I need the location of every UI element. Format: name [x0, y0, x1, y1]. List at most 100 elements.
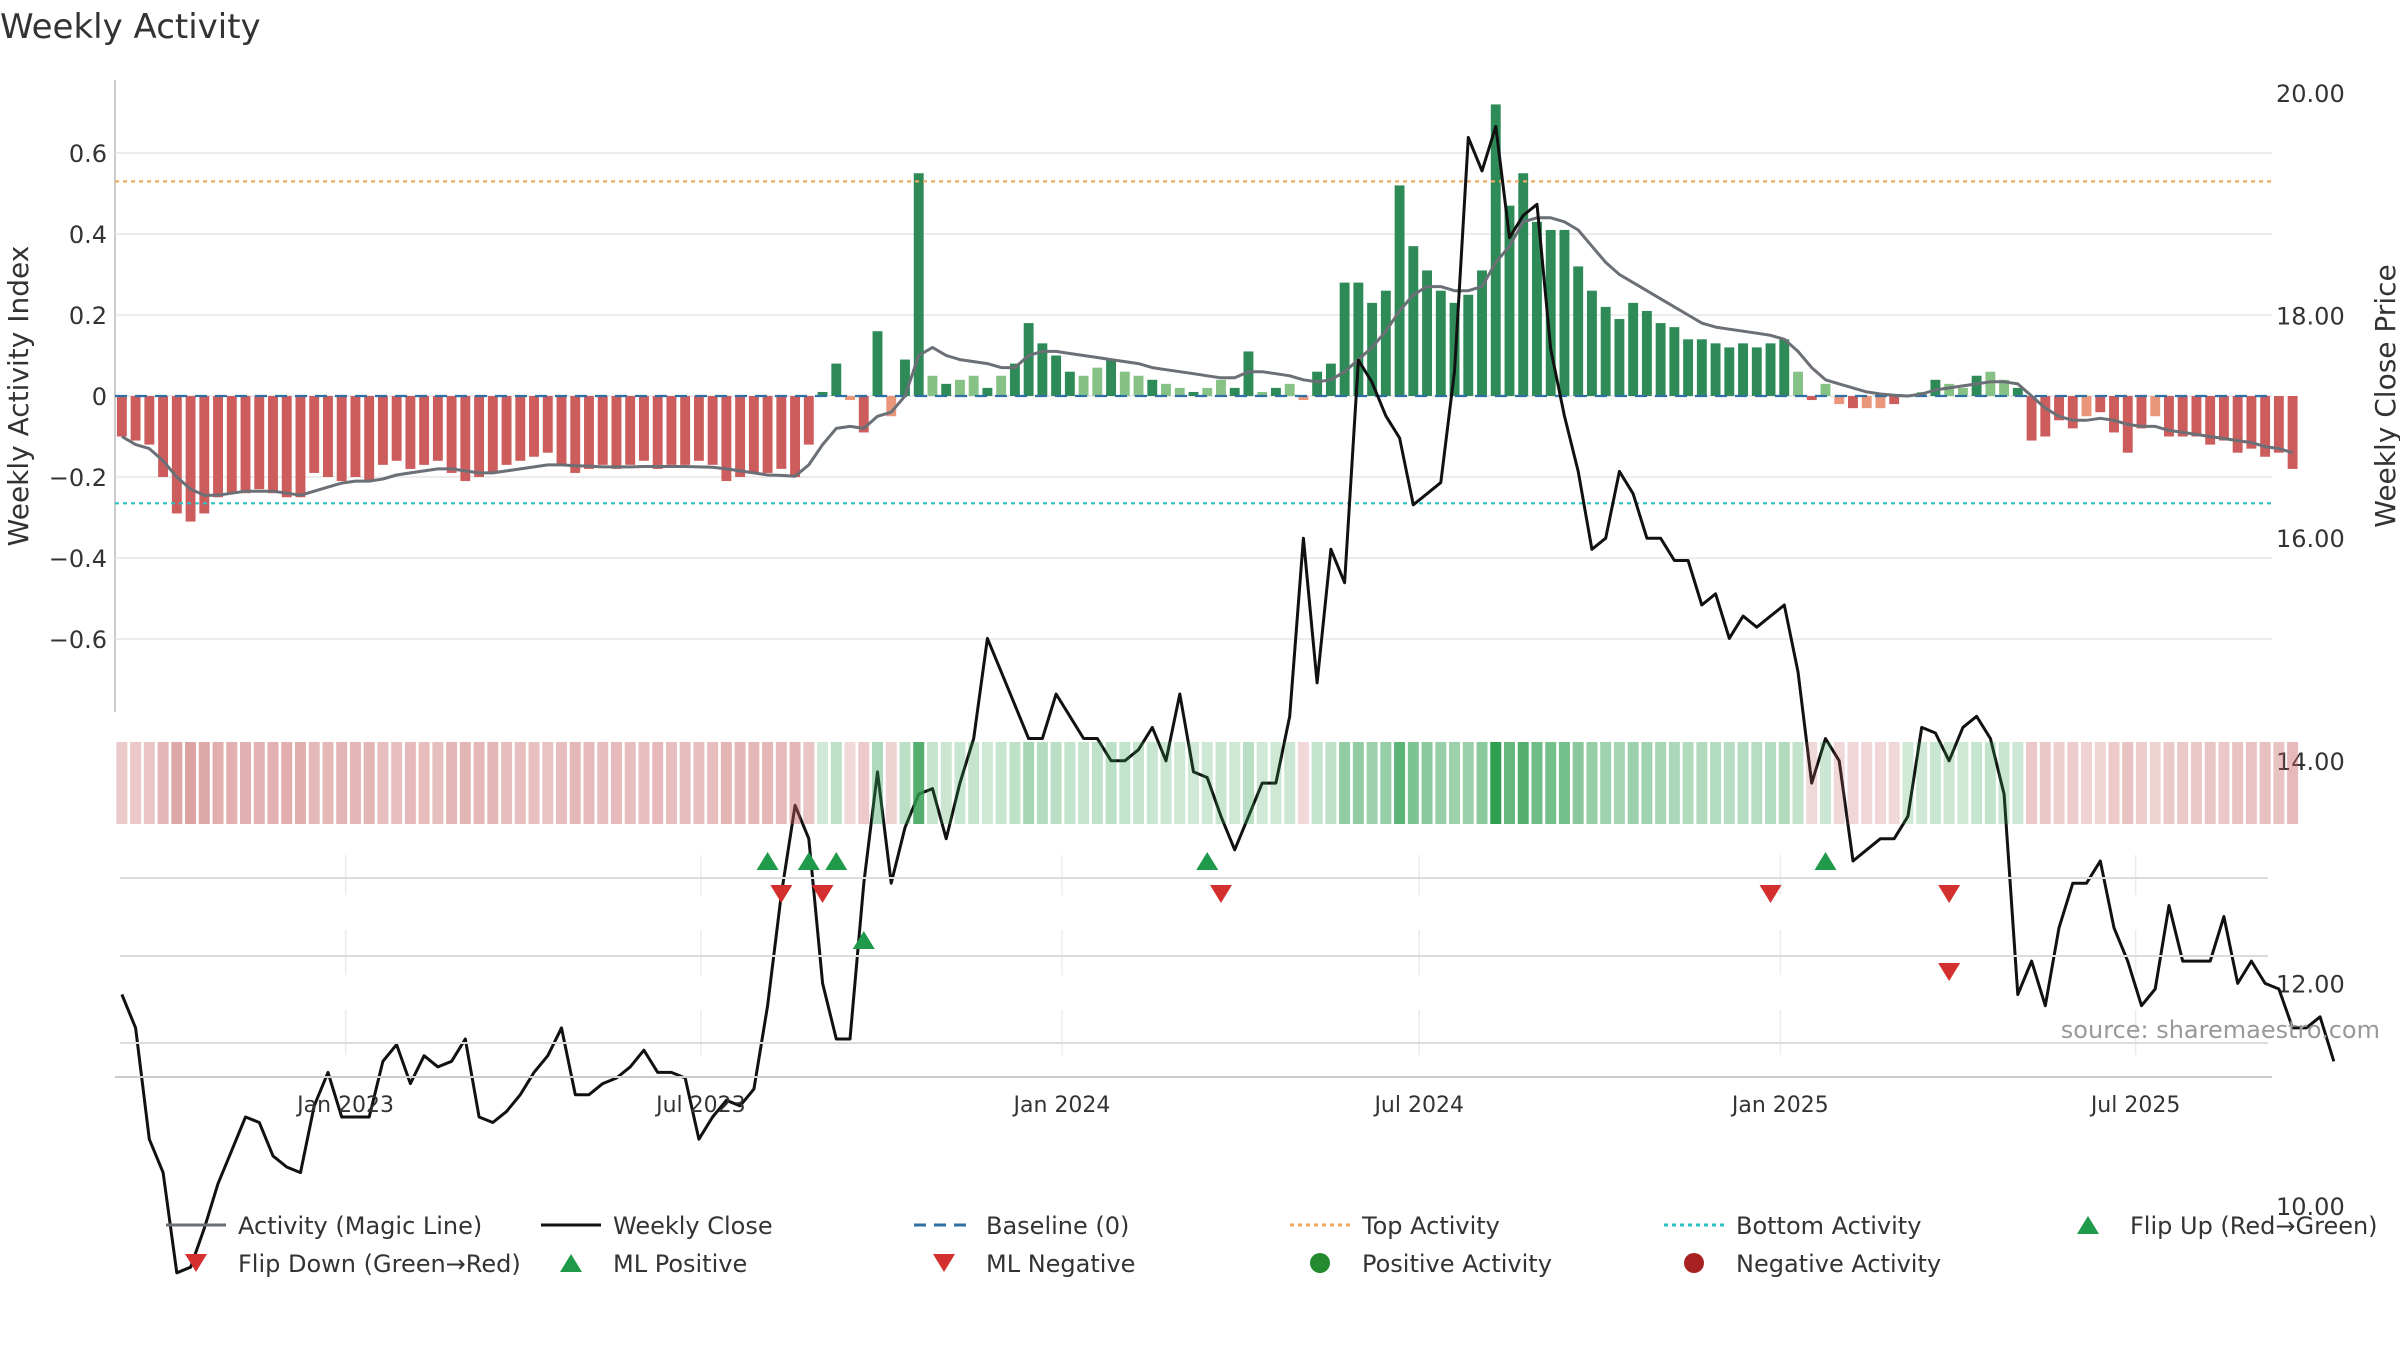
legend-label: Bottom Activity [1736, 1212, 1921, 1240]
heat-cell [968, 742, 980, 824]
flip-down-marker [770, 885, 793, 903]
left-tick-label: −0.2 [49, 464, 107, 492]
heat-cell [349, 742, 361, 824]
activity-bar [1133, 375, 1144, 396]
activity-bar [377, 396, 388, 465]
heat-cell [446, 742, 458, 824]
legend: Activity (Magic Line) Weekly Close Baselin… [166, 1212, 2378, 1278]
heat-cell [1270, 742, 1282, 824]
activity-bar [1985, 371, 1996, 396]
activity-bar [2164, 396, 2174, 437]
activity-bar [2273, 396, 2284, 453]
heat-cell [1861, 742, 1873, 824]
activity-bar [1298, 396, 1309, 401]
activity-bar [1806, 396, 1817, 401]
heat-cell [995, 742, 1007, 824]
activity-bar [1793, 371, 1803, 396]
heat-cell [1558, 742, 1570, 824]
heat-cell [679, 742, 691, 824]
left-tick-label: −0.4 [49, 545, 107, 573]
activity-bar [831, 363, 842, 396]
activity-bar [748, 396, 759, 473]
heat-cell [1462, 742, 1474, 824]
activity-bar [803, 396, 814, 445]
x-tick-label: Jul 2024 [1372, 1093, 1464, 1118]
left-axis-ticks: 0.6 0.4 0.2 0 −0.2 −0.4 −0.6 [49, 140, 107, 654]
activity-bar [144, 396, 155, 445]
activity-bar [1765, 343, 1776, 396]
activity-bar [1532, 221, 1542, 396]
series-lines [120, 124, 2336, 1275]
heat-cell [1449, 742, 1461, 824]
heat-cell [2273, 742, 2285, 824]
heat-cell [1091, 742, 1103, 824]
heat-cell [418, 742, 430, 824]
activity-bar [171, 396, 182, 514]
heat-cell [157, 742, 169, 824]
heat-cell [1105, 742, 1117, 824]
activity-bar [1435, 290, 1446, 396]
heat-cell [1600, 742, 1612, 824]
activity-bar [432, 396, 443, 461]
heat-cell [1476, 742, 1488, 824]
heat-cell [1943, 742, 1955, 824]
heat-cell [2245, 742, 2257, 824]
legend-swatch [1684, 1253, 1704, 1273]
heat-cell [1146, 742, 1158, 824]
activity-bar [268, 396, 278, 494]
activity-bar [1009, 363, 1020, 396]
heat-cell [1160, 742, 1172, 824]
activity-bar [2081, 396, 2092, 417]
activity-bar [199, 396, 210, 514]
activity-bar [1119, 371, 1130, 396]
activity-bar [954, 379, 965, 396]
activity-bar [1600, 306, 1611, 396]
activity-bar [845, 396, 855, 401]
activity-bar [254, 396, 265, 490]
heat-cell [514, 742, 526, 824]
activity-bar [1999, 379, 2010, 396]
activity-bar [913, 173, 924, 396]
activity-bar [968, 375, 979, 396]
activity-bar [872, 331, 883, 396]
heat-cell [226, 742, 238, 824]
heat-cell [2149, 742, 2161, 824]
heat-cell [1682, 742, 1694, 824]
heat-cell [2218, 742, 2230, 824]
heat-cell [1531, 742, 1543, 824]
activity-bar [2177, 396, 2188, 437]
heat-cell [308, 742, 320, 824]
heat-cell [336, 742, 348, 824]
heat-cell [1696, 742, 1708, 824]
heat-cell [1366, 742, 1378, 824]
heat-cell [844, 742, 856, 824]
activity-bar [1614, 319, 1625, 396]
heat-cell [1394, 742, 1406, 824]
activity-bar [1724, 347, 1735, 396]
legend-label: ML Negative [986, 1250, 1135, 1278]
activity-bar [1848, 396, 1858, 409]
heat-cell [624, 742, 636, 824]
activity-bar [1216, 379, 1226, 396]
activity-bar [1477, 270, 1487, 396]
activity-bar [1820, 383, 1831, 396]
heat-cell [1297, 742, 1309, 824]
activity-bar [2054, 396, 2064, 421]
legend-label: Top Activity [1361, 1212, 1500, 1240]
heat-cell [2081, 742, 2093, 824]
heat-cell [597, 742, 609, 824]
heat-cell [885, 742, 897, 824]
heat-cell [432, 742, 444, 824]
heat-cell [459, 742, 471, 824]
heat-cell [2039, 742, 2051, 824]
activity-bar [240, 396, 251, 494]
activity-bar [1779, 339, 1790, 396]
heat-cell [322, 742, 334, 824]
heat-cell [803, 742, 815, 824]
heat-cell [185, 742, 197, 824]
heat-cell [2287, 742, 2299, 824]
heat-cell [1819, 742, 1831, 824]
heat-cell [1133, 742, 1145, 824]
heat-cell [830, 742, 842, 824]
heat-cell [1806, 742, 1818, 824]
